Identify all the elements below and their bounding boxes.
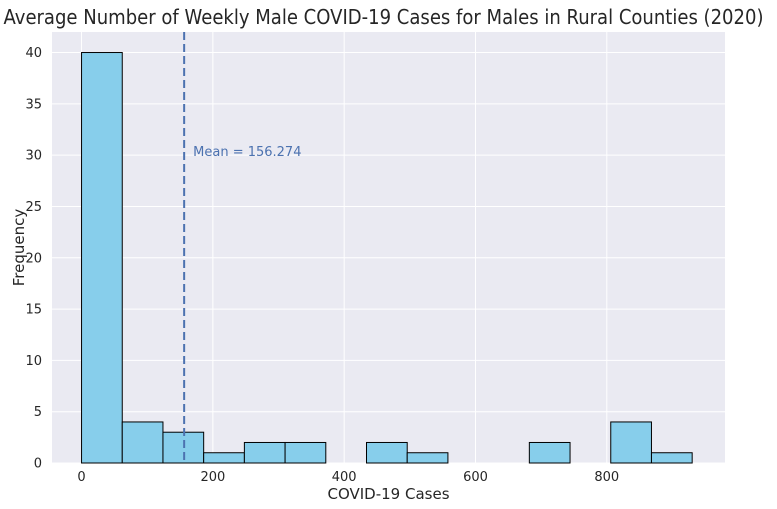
histogram-bar [406,452,449,464]
y-tick-label: 5 [34,405,42,420]
x-tick-label: 200 [200,470,225,485]
histogram-bar [650,452,693,464]
y-tick-label: 10 [25,354,42,369]
x-tick-labels: 0 200 400 600 800 [77,470,619,485]
y-tick-label: 30 [25,149,42,164]
y-tick-label: 35 [25,97,42,112]
histogram-bar [121,421,164,464]
histogram-bar [528,441,571,464]
chart-title: Average Number of Weekly Male COVID-19 C… [4,5,764,29]
y-tick-label: 15 [25,303,42,318]
mean-annotation: Mean = 156.274 [193,145,301,160]
y-tick-label: 25 [25,200,42,215]
y-tick-label: 40 [25,46,42,61]
x-tick-label: 400 [332,470,357,485]
x-tick-label: 0 [77,470,85,485]
y-tick-label: 20 [25,251,42,266]
y-axis-label: Frequency [10,209,28,287]
histogram-bar [366,441,408,464]
histogram-bar [81,52,123,464]
histogram-bar [203,452,245,464]
y-tick-label: 0 [34,457,42,472]
x-axis-label: COVID-19 Cases [327,485,449,503]
x-tick-label: 800 [594,470,619,485]
x-tick-label: 600 [463,470,488,485]
y-tick-labels: 0 5 10 15 20 25 30 35 40 [25,46,42,471]
plot-area [52,32,725,463]
histogram-bar [610,421,652,464]
histogram-bar [243,441,286,464]
histogram-bar [284,441,327,464]
